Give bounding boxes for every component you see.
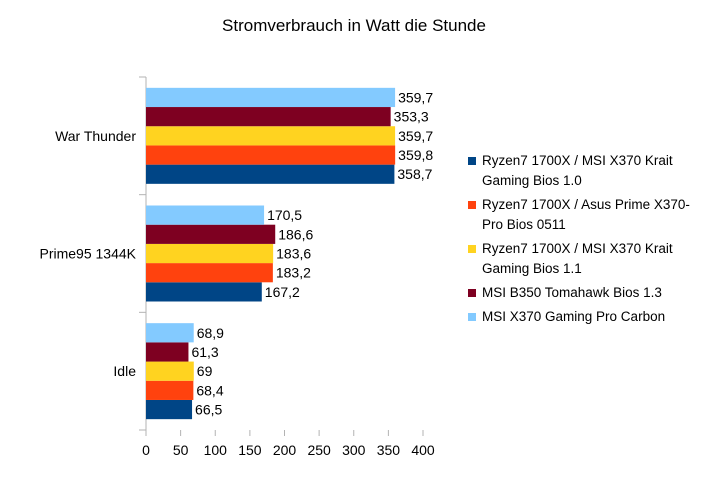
data-label: 69 — [197, 363, 213, 379]
data-label: 183,6 — [276, 246, 311, 262]
x-tick-label: 100 — [204, 442, 228, 458]
legend-swatch — [468, 245, 476, 253]
legend-swatch — [468, 313, 476, 321]
bar — [146, 399, 193, 420]
chart-title: Stromverbrauch in Watt die Stunde — [222, 16, 486, 35]
legend-item: MSI X370 Gaming Pro Carbon — [468, 307, 706, 327]
bar — [146, 164, 395, 184]
legend-item: Ryzen7 1700X / MSI X370 Krait Gaming Bio… — [468, 151, 706, 191]
legend-label: Ryzen7 1700X / Asus Prime X370-Pro Bios … — [482, 197, 690, 232]
legend-item: Ryzen7 1700X / Asus Prime X370-Pro Bios … — [468, 195, 706, 235]
legend-swatch — [468, 289, 476, 297]
x-tick-label: 150 — [238, 442, 262, 458]
bar — [146, 224, 276, 244]
x-tick-label: 50 — [173, 442, 189, 458]
legend-label: MSI B350 Tomahawk Bios 1.3 — [482, 285, 662, 300]
legend-label: Ryzen7 1700X / MSI X370 Krait Gaming Bio… — [482, 153, 673, 188]
legend-swatch — [468, 201, 476, 209]
x-tick-label: 300 — [342, 442, 366, 458]
legend-item: Ryzen7 1700X / MSI X370 Krait Gaming Bio… — [468, 239, 706, 279]
data-label: 186,6 — [278, 226, 313, 242]
data-label: 61,3 — [191, 344, 218, 360]
bar — [146, 205, 265, 225]
bar — [146, 282, 262, 302]
bar — [146, 342, 189, 362]
chart-data-labels: 358,7 359,8 359,7 353,3 359,7 167,2 183,2 183,6… — [191, 89, 433, 417]
data-label: 353,3 — [394, 109, 429, 125]
category-label: War Thunder — [55, 128, 136, 144]
category-label: Idle — [113, 363, 136, 379]
legend-label: MSI X370 Gaming Pro Carbon — [482, 309, 666, 324]
bar — [146, 107, 391, 127]
data-label: 66,5 — [195, 402, 222, 418]
data-label: 359,7 — [398, 128, 433, 144]
data-label: 167,2 — [265, 284, 300, 300]
legend-label: Ryzen7 1700X / MSI X370 Krait Gaming Bio… — [482, 241, 673, 276]
bar — [146, 263, 273, 283]
chart-axes: 0 50 100 150 200 250 300 350 400 War Thunder Prime… — [39, 76, 435, 458]
bar — [146, 145, 396, 165]
chart-bars — [146, 87, 396, 420]
data-label: 359,8 — [398, 147, 433, 163]
bar — [146, 323, 194, 343]
data-label: 359,7 — [398, 89, 433, 105]
data-label: 68,9 — [197, 325, 224, 341]
data-label: 183,2 — [276, 265, 311, 281]
x-tick-label: 250 — [307, 442, 331, 458]
bar — [146, 380, 194, 400]
x-tick-label: 0 — [142, 442, 150, 458]
bar — [146, 361, 194, 381]
data-label: 358,7 — [397, 166, 432, 182]
data-label: 68,4 — [196, 382, 223, 398]
bar — [146, 243, 274, 264]
bar — [146, 126, 396, 146]
x-tick-label: 350 — [377, 442, 401, 458]
legend-item: MSI B350 Tomahawk Bios 1.3 — [468, 283, 706, 303]
chart-legend: Ryzen7 1700X / MSI X370 Krait Gaming Bio… — [468, 151, 706, 331]
category-label: Prime95 1344K — [39, 246, 136, 262]
bar — [146, 87, 396, 108]
legend-swatch — [468, 157, 476, 165]
data-label: 170,5 — [267, 207, 302, 223]
x-tick-label: 400 — [411, 442, 435, 458]
x-tick-label: 200 — [273, 442, 297, 458]
